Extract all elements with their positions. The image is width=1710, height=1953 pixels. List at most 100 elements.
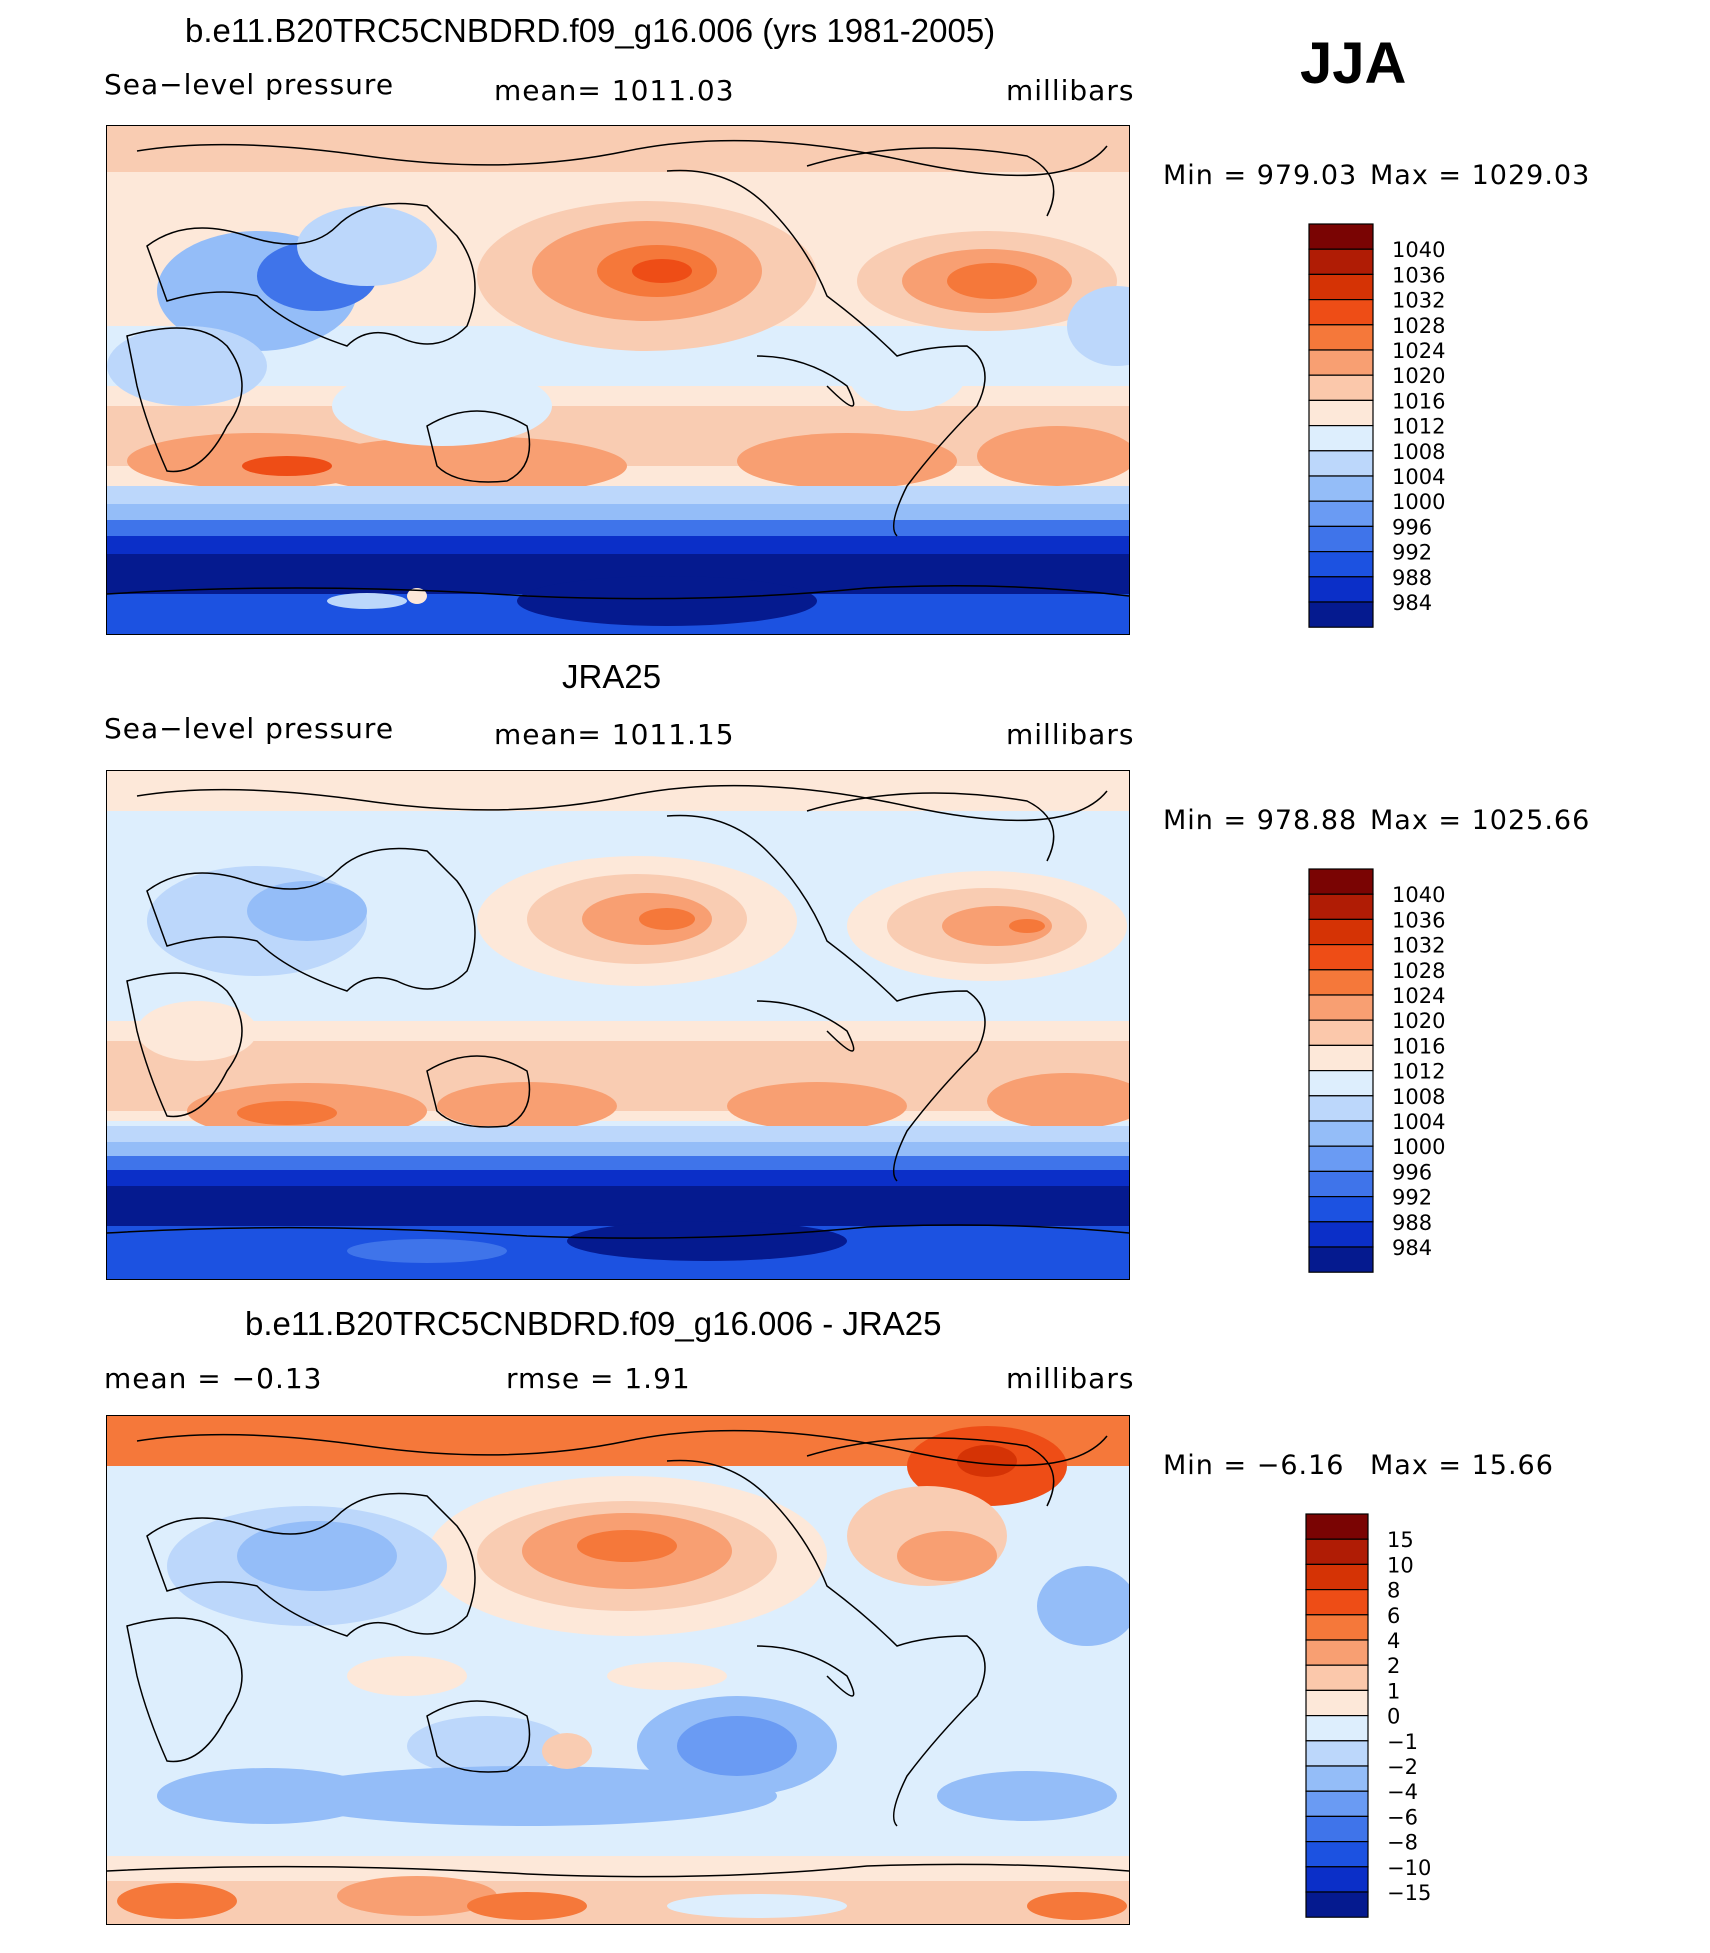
colorbar-swatch <box>1308 1170 1374 1198</box>
panel3-rmse-label: rmse = 1.91 <box>506 1362 691 1395</box>
colorbar-tick-label: 1012 <box>1392 1060 1445 1084</box>
colorbar-tick-label: 988 <box>1392 1211 1432 1235</box>
colorbar-swatch <box>1308 248 1374 276</box>
colorbar-tick-label: 984 <box>1392 1236 1432 1260</box>
colorbar-swatch <box>1308 918 1374 946</box>
colorbar-tick-label: −10 <box>1387 1856 1431 1880</box>
colorbar-swatch <box>1308 223 1374 250</box>
colorbar-tick-label: 15 <box>1387 1528 1414 1552</box>
panel2-colorbar-svg: 1040103610321028102410201016101210081004… <box>1308 868 1445 1273</box>
panel1-title: b.e11.B20TRC5CNBDRD.f09_g16.006 (yrs 198… <box>185 12 996 49</box>
colorbar-tick-label: 1004 <box>1392 1110 1445 1134</box>
colorbar-tick-label: −1 <box>1387 1730 1418 1754</box>
colorbar-swatch <box>1308 1095 1374 1122</box>
colorbar-tick-label: 10 <box>1387 1553 1414 1577</box>
colorbar-tick-label: 1016 <box>1392 1034 1445 1058</box>
colorbar-swatch <box>1308 1120 1374 1147</box>
panel1-units-label: millibars <box>1006 74 1135 107</box>
colorbar-swatch <box>1308 1196 1374 1223</box>
colorbar-tick-label: 1016 <box>1392 389 1445 413</box>
colorbar-tick-label: 1000 <box>1392 490 1445 514</box>
colorbar-tick-label: 988 <box>1392 566 1432 590</box>
colorbar-tick-label: 984 <box>1392 591 1432 615</box>
colorbar-tick-label: 1040 <box>1392 883 1445 907</box>
season-label: JJA <box>1300 31 1407 96</box>
colorbar-swatch <box>1305 1765 1369 1792</box>
panel3-map <box>106 1415 1130 1925</box>
colorbar-tick-label: 1008 <box>1392 440 1445 464</box>
panel2-units-label: millibars <box>1006 718 1135 751</box>
panel3-min-label: Min = −6.16 <box>1163 1450 1345 1481</box>
colorbar-tick-label: 1040 <box>1392 238 1445 262</box>
colorbar-tick-label: 996 <box>1392 1160 1432 1184</box>
panel1-max-label: Max = 1029.03 <box>1370 160 1591 191</box>
panel2-max-label: Max = 1025.66 <box>1370 805 1591 836</box>
panel2-colorbar: 1040 1036 1032 1028 1024 1020 1016 1012 1008 1004… <box>1308 868 1448 1292</box>
colorbar-tick-label: 1004 <box>1392 465 1445 489</box>
colorbar-tick-label: 992 <box>1392 541 1432 565</box>
colorbar-swatch <box>1305 1790 1369 1818</box>
colorbar-swatch <box>1308 868 1374 895</box>
colorbar-swatch <box>1308 994 1374 1021</box>
colorbar-swatch <box>1305 1689 1369 1717</box>
colorbar-swatch <box>1308 475 1374 502</box>
panel1-left-label: Sea−level pressure <box>104 68 395 101</box>
colorbar-tick-label: 1028 <box>1392 314 1445 338</box>
colorbar-swatch <box>1308 399 1374 427</box>
panel2-min-label: Min = 978.88 <box>1163 805 1358 836</box>
colorbar-tick-label: 1036 <box>1392 263 1445 287</box>
colorbar-swatch <box>1308 969 1374 996</box>
colorbar-tick-label: −6 <box>1387 1805 1418 1829</box>
colorbar-tick-label: 1024 <box>1392 339 1445 363</box>
colorbar-tick-label: 1036 <box>1392 908 1445 932</box>
colorbar-swatch <box>1308 374 1374 401</box>
colorbar-swatch <box>1308 1246 1374 1273</box>
colorbar-swatch <box>1305 1664 1369 1691</box>
colorbar-swatch <box>1308 1145 1374 1173</box>
colorbar-swatch <box>1308 324 1374 351</box>
panel3-max-label: Max = 15.66 <box>1370 1450 1554 1481</box>
panel1-colorbar: 1040 1036 1032 1028 1024 1020 1016 1012 1008 1004… <box>1308 223 1448 647</box>
colorbar-swatch <box>1308 500 1374 528</box>
colorbar-swatch <box>1305 1538 1369 1566</box>
colorbar-swatch <box>1308 450 1374 477</box>
colorbar-tick-label: −4 <box>1387 1780 1418 1804</box>
colorbar-swatch <box>1305 1815 1369 1843</box>
colorbar-tick-label: 2 <box>1387 1654 1400 1678</box>
panel2-map <box>106 770 1130 1280</box>
colorbar-swatch <box>1308 425 1374 452</box>
panel2-title: JRA25 <box>562 658 662 695</box>
colorbar-swatch <box>1308 273 1374 301</box>
colorbar-swatch <box>1308 893 1374 921</box>
panel3-colorbar: 15 10 8 6 4 2 1 0 −1 −2 −4 −6 −8 −10 −15 <box>1305 1513 1445 1937</box>
colorbar-swatch <box>1308 1019 1374 1046</box>
colorbar-tick-label: 1032 <box>1392 289 1445 313</box>
colorbar-tick-label: −2 <box>1387 1755 1418 1779</box>
colorbar-tick-label: 0 <box>1387 1705 1400 1729</box>
colorbar-tick-label: −8 <box>1387 1831 1418 1855</box>
colorbar-swatch <box>1308 943 1374 971</box>
panel3-mean-label: mean = −0.13 <box>104 1362 323 1395</box>
colorbar-tick-label: 1020 <box>1392 1009 1445 1033</box>
colorbar-tick-label: 6 <box>1387 1604 1400 1628</box>
colorbar-swatch <box>1308 551 1374 578</box>
colorbar-swatch <box>1305 1588 1369 1616</box>
colorbar-swatch <box>1305 1715 1369 1742</box>
colorbar-swatch <box>1308 525 1374 553</box>
colorbar-swatch <box>1308 1070 1374 1097</box>
panel3-title: b.e11.B20TRC5CNBDRD.f09_g16.006 - JRA25 <box>245 1305 942 1342</box>
colorbar-tick-label: 1028 <box>1392 959 1445 983</box>
colorbar-tick-label: 1032 <box>1392 934 1445 958</box>
colorbar-swatch <box>1305 1866 1369 1893</box>
colorbar-swatch <box>1308 1221 1374 1248</box>
colorbar-tick-label: 4 <box>1387 1629 1400 1653</box>
panel2-mean-label: mean= 1011.15 <box>494 718 735 751</box>
colorbar-tick-label: 1012 <box>1392 415 1445 439</box>
colorbar-tick-label: 1024 <box>1392 984 1445 1008</box>
colorbar-tick-label: 992 <box>1392 1186 1432 1210</box>
panel3-units-label: millibars <box>1006 1362 1135 1395</box>
panel1-min-label: Min = 979.03 <box>1163 160 1358 191</box>
colorbar-swatch <box>1305 1891 1369 1918</box>
colorbar-tick-label: −15 <box>1387 1881 1431 1905</box>
